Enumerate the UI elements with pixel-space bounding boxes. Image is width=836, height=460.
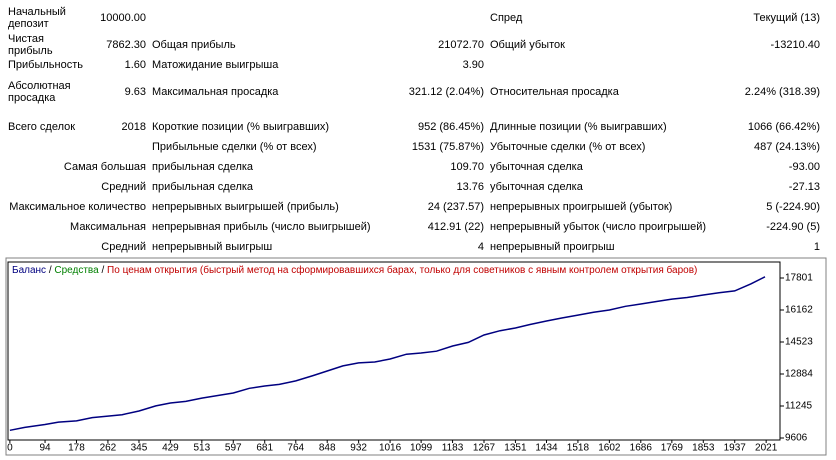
y-tick-label: 9606 (785, 433, 808, 444)
stat-value: -224.90 (5) (766, 221, 820, 233)
stat-label: Максимальная (70, 221, 146, 233)
stat-value: 5 (-224.90) (766, 201, 820, 213)
stat-label: прибыльная сделка (152, 181, 254, 193)
stat-label: Длинные позиции (% выигравших) (490, 121, 667, 133)
plot-frame (7, 261, 781, 441)
x-tick-label: 1686 (630, 443, 653, 454)
stat-label: Максимальная просадка (152, 86, 279, 98)
x-tick-label: 1434 (535, 443, 558, 454)
stat-label: Всего сделок (8, 121, 76, 133)
stat-label: Относительная просадка (490, 86, 619, 98)
stat-label: Максимальное количество (9, 201, 146, 213)
stat-value: 7862.30 (106, 39, 146, 51)
x-tick-label: 1183 (442, 443, 464, 454)
x-tick-label: 597 (225, 443, 242, 454)
stat-value: -13210.40 (770, 39, 820, 51)
chart-frame (5, 257, 827, 456)
x-tick-label: 262 (100, 443, 117, 454)
stat-label: непрерывный выигрыш (152, 241, 273, 253)
stat-value: 9.63 (124, 86, 146, 98)
stat-label: непрерывных выигрышей (прибыль) (152, 201, 339, 213)
x-tick-label: 1016 (379, 443, 402, 454)
x-tick-label: 1518 (567, 443, 590, 454)
stat-value: 3.90 (462, 59, 484, 71)
stat-label: Матожидание выигрыша (152, 59, 279, 71)
legend-item: / (99, 265, 107, 276)
x-tick-label: 1099 (410, 443, 433, 454)
x-tick-label: 178 (68, 443, 85, 454)
stat-label: прибыльная сделка (152, 161, 254, 173)
legend-item: Средства (54, 265, 99, 276)
stat-value: 2.24% (318.39) (744, 86, 820, 98)
stat-value: 24 (237.57) (427, 201, 484, 213)
stat-value: 1.60 (124, 59, 146, 71)
stat-label: Начальный депозит (8, 6, 66, 30)
stat-label: Средний (101, 181, 146, 193)
legend: Баланс / Средства / По ценам открытия (б… (12, 264, 697, 276)
x-tick-label: 1853 (692, 443, 715, 454)
balance-line (9, 276, 766, 432)
stat-label: убыточная сделка (490, 161, 583, 173)
x-tick-label: 513 (193, 443, 210, 454)
stat-label: Самая большая (63, 161, 146, 173)
stat-value: 1066 (66.42%) (747, 121, 820, 133)
stat-value: 412.91 (22) (427, 221, 484, 233)
stat-value: 10000.00 (100, 12, 146, 24)
x-tick-label: 429 (162, 443, 179, 454)
stat-label: Прибыльные сделки (% от всех) (152, 141, 317, 153)
x-tick-label: 94 (39, 443, 51, 454)
stat-value: 487 (24.13%) (753, 141, 820, 153)
stat-label: непрерывная прибыль (число выигрышей) (152, 221, 371, 233)
stat-label: непрерывный проигрыш (490, 241, 615, 253)
x-tick-label: 0 (7, 443, 13, 454)
stat-value: 2018 (121, 121, 146, 133)
stat-label: Убыточные сделки (% от всех) (490, 141, 646, 153)
x-tick-label: 848 (319, 443, 336, 454)
y-tick-label: 11245 (785, 401, 813, 412)
stat-label: Прибыльность (8, 59, 83, 71)
x-tick-label: 764 (287, 443, 304, 454)
y-tick-label: 16162 (785, 305, 813, 316)
legend-item: Баланс (12, 265, 46, 276)
x-tick-label: 1267 (473, 443, 496, 454)
stat-value: 321.12 (2.04%) (408, 86, 484, 98)
stat-value: 109.70 (450, 161, 484, 173)
x-tick-label: 1602 (598, 443, 621, 454)
stat-value: 13.76 (456, 181, 484, 193)
y-tick-label: 12884 (785, 369, 813, 380)
stat-label: Абсолютная просадка (8, 80, 71, 104)
x-tick-label: 345 (131, 443, 148, 454)
stat-value: 952 (86.45%) (417, 121, 484, 133)
legend-item: По ценам открытия (быстрый метод на сфор… (107, 264, 697, 276)
x-tick-label: 1351 (504, 443, 527, 454)
stat-label: убыточная сделка (490, 181, 583, 193)
stat-value: Текущий (13) (753, 12, 820, 24)
x-tick-label: 681 (256, 443, 273, 454)
legend-item: / (46, 265, 54, 276)
stat-value: 4 (477, 241, 484, 253)
x-tick-label: 2021 (755, 443, 778, 454)
stat-label: Общий убыток (490, 39, 565, 51)
stat-label: непрерывный убыток (число проигрышей) (490, 221, 707, 233)
stat-label: Спред (490, 12, 523, 24)
stat-label: непрерывных проигрышей (убыток) (490, 201, 673, 213)
x-tick-label: 1769 (661, 443, 684, 454)
x-tick-label: 932 (350, 443, 367, 454)
stat-label: Общая прибыль (152, 39, 236, 51)
stat-value: -27.13 (788, 181, 820, 193)
stat-label: Короткие позиции (% выигравших) (152, 121, 330, 133)
stat-value: 1531 (75.87%) (411, 141, 484, 153)
x-tick-label: 1937 (724, 443, 747, 454)
y-tick-label: 14523 (785, 337, 813, 348)
stat-value: 1 (813, 241, 820, 253)
stat-value: 21072.70 (438, 39, 484, 51)
stat-label: Средний (101, 241, 146, 253)
stat-value: -93.00 (788, 161, 820, 173)
y-tick-label: 17801 (785, 273, 813, 284)
